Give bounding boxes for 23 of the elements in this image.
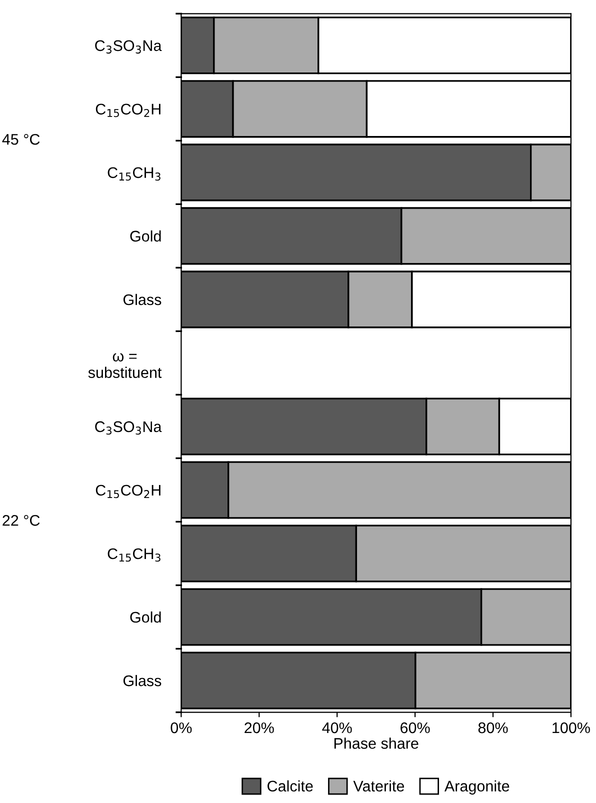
y-tick-label: Glass (123, 674, 162, 686)
x-tick-label: 100% (552, 722, 590, 734)
y-tick-label: C$_{15}$CH$_{3}$ (108, 548, 160, 562)
y-tick-label: C$_{3}$SO$_{3}$Na (95, 421, 162, 435)
y-tick-label: Gold (130, 230, 161, 242)
text: 45 °C (2, 134, 40, 145)
y-tick-label: C$_{15}$CO$_{2}$H (96, 484, 160, 498)
x-tick-label: 80% (478, 722, 508, 734)
text: 22 °C (2, 515, 40, 526)
y-tick-label: Gold (130, 611, 161, 623)
x-tick-label: 0% (170, 722, 192, 734)
legend-label: Vaterite (353, 780, 404, 792)
y-tick-label: Glass (123, 294, 162, 306)
x-tick-label: 40% (322, 722, 352, 734)
x-tick-label: 60% (400, 722, 430, 734)
y-tick-label: C$_{15}$CH$_{3}$ (108, 167, 160, 181)
legend-label: Aragonite (444, 780, 510, 795)
x-axis-title: Phase share (334, 738, 418, 749)
y-tick-label: C$_{3}$SO$_{3}$Na (95, 40, 162, 54)
y-tick-label: C$_{15}$CO$_{2}$H (96, 104, 160, 118)
legend-label: Calcite (268, 780, 313, 792)
y-tick-label: ω = substituent (88, 353, 162, 378)
x-tick-label: 20% (244, 722, 274, 734)
